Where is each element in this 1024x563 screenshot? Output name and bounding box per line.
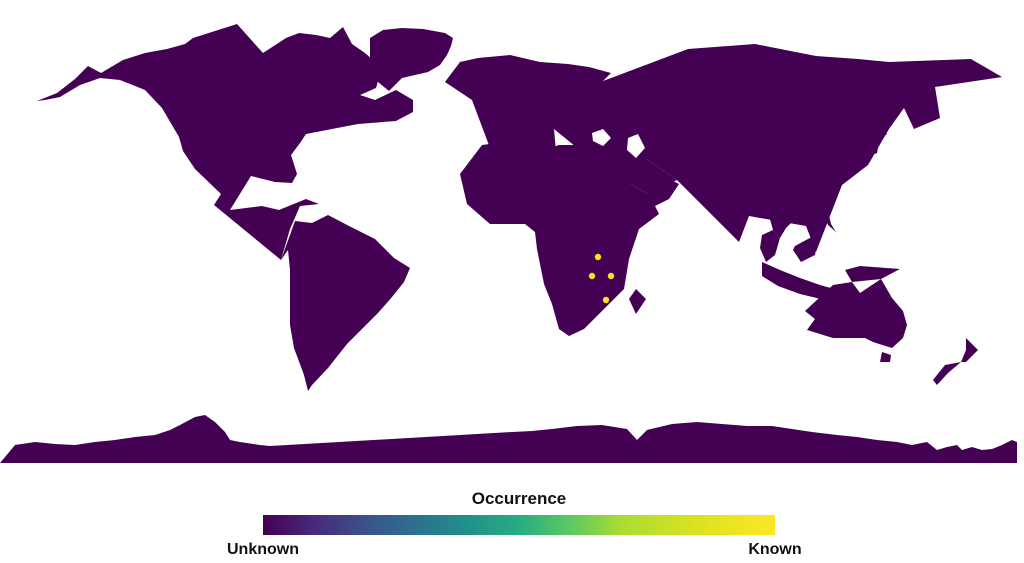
svg-text:Occurrence: Occurrence (472, 489, 567, 508)
svg-text:Unknown: Unknown (227, 541, 299, 558)
svg-text:Known: Known (748, 541, 801, 558)
